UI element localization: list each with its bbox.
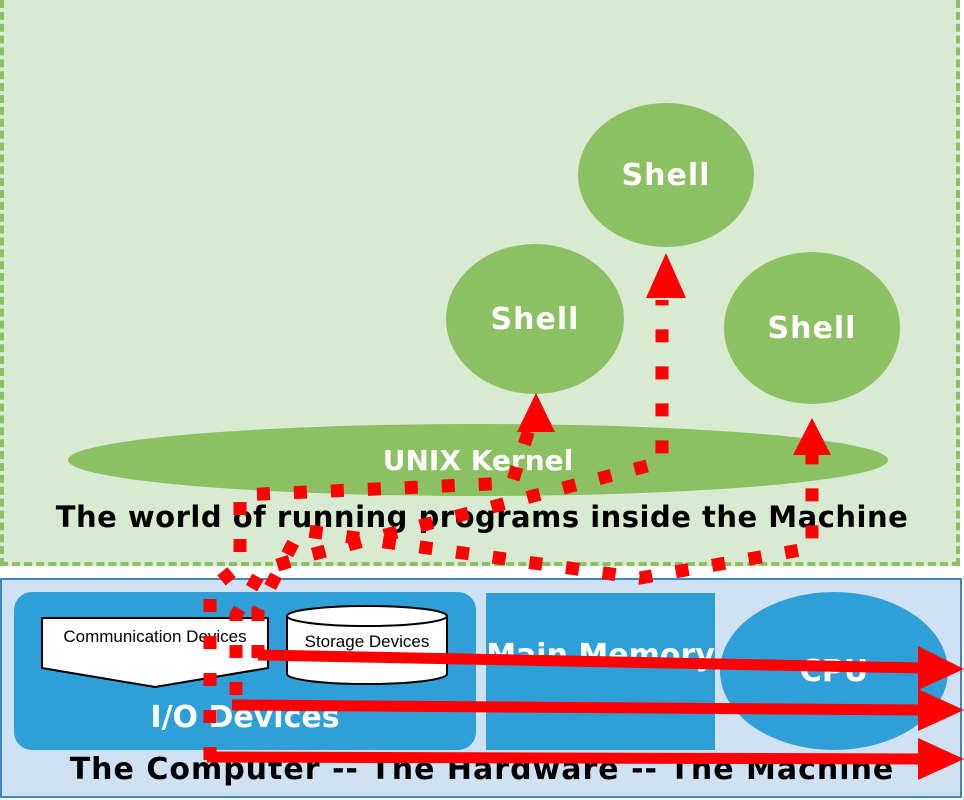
dotted-path-to-right-shell	[251, 445, 819, 658]
dotted-path-to-left-shell	[203, 406, 543, 760]
shell-left: Shell	[446, 244, 624, 394]
arrowhead-left-shell	[517, 393, 555, 432]
solid-path-io-to-cpu	[231, 699, 926, 716]
storage-devices-label: Storage Devices	[304, 632, 430, 651]
main-memory-box	[486, 593, 715, 750]
arrowhead-cpu-1	[918, 646, 964, 690]
solid-path-comm-to-cpu	[257, 649, 926, 674]
communication-devices-label: Communication Devices	[63, 627, 247, 646]
unix-kernel: UNIX Kernel	[68, 424, 888, 496]
shell-top: Shell	[578, 103, 754, 247]
solid-path-device-to-cpu	[206, 751, 926, 765]
arrowhead-top-shell	[646, 253, 686, 298]
arrowhead-cpu-3	[918, 738, 964, 780]
arrowhead-cpu-2	[918, 689, 964, 731]
storage-cylinder-top	[286, 605, 448, 627]
arrowhead-right-shell	[793, 418, 831, 455]
storage-cylinder-body	[286, 616, 448, 685]
software-world-caption: The world of running programs inside the…	[55, 500, 909, 534]
shell-right: Shell	[724, 252, 900, 404]
dotted-path-to-top-shell	[229, 300, 669, 695]
